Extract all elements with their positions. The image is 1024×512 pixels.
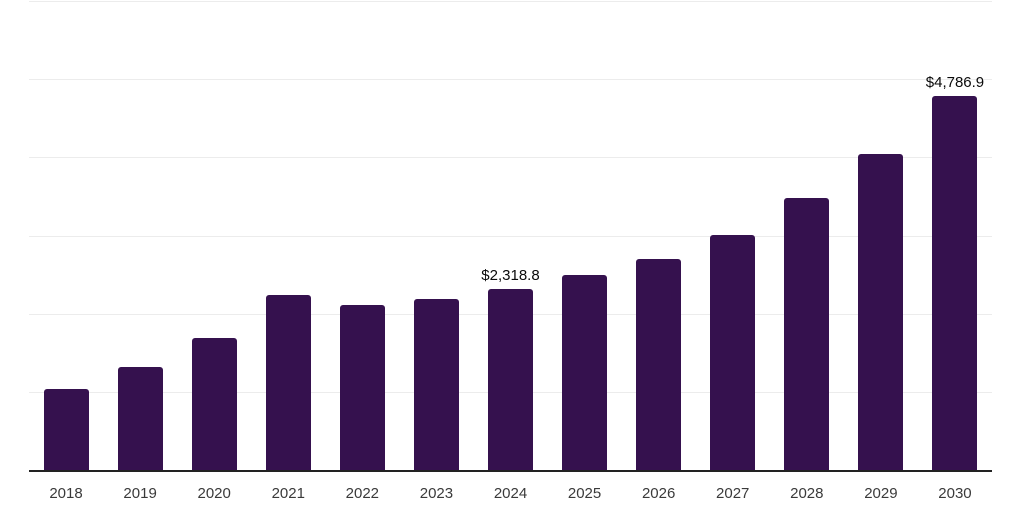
x-tick-2027: 2027 — [716, 485, 750, 502]
bar-2020 — [191, 338, 237, 470]
bar-2022 — [339, 304, 385, 470]
gridline-5000 — [29, 79, 992, 81]
x-axis-line — [29, 470, 992, 472]
x-tick-2030: 2030 — [938, 485, 972, 502]
bar-2026 — [636, 258, 682, 470]
bar-2030 — [932, 95, 978, 470]
value-label-2024: $2,318.8 — [481, 266, 540, 284]
bar-2023 — [413, 299, 459, 470]
bar-2019 — [117, 367, 163, 470]
bar-2024 — [488, 288, 533, 470]
x-tick-2020: 2020 — [197, 485, 231, 502]
x-tick-2024: 2024 — [493, 485, 528, 502]
bar-2027 — [710, 235, 756, 470]
bar-2025 — [562, 274, 608, 470]
x-tick-2019: 2019 — [123, 485, 157, 502]
x-tick-2021: 2021 — [271, 485, 305, 502]
value-label-2030: $4,786.9 — [925, 73, 985, 91]
x-tick-2022: 2022 — [345, 485, 380, 502]
bar-2029 — [858, 153, 904, 470]
gridline-4000 — [29, 157, 992, 159]
x-tick-2023: 2023 — [419, 485, 454, 502]
bar-2018 — [43, 388, 89, 470]
x-tick-2029: 2029 — [864, 485, 898, 502]
x-tick-2026: 2026 — [641, 485, 676, 502]
x-tick-2018: 2018 — [49, 485, 83, 502]
gridline-3000 — [29, 235, 992, 237]
bar-2028 — [784, 197, 830, 470]
gridline-6000 — [29, 1, 992, 2]
x-tick-2025: 2025 — [567, 485, 602, 502]
bar-2021 — [265, 295, 311, 470]
x-tick-2028: 2028 — [790, 485, 824, 502]
